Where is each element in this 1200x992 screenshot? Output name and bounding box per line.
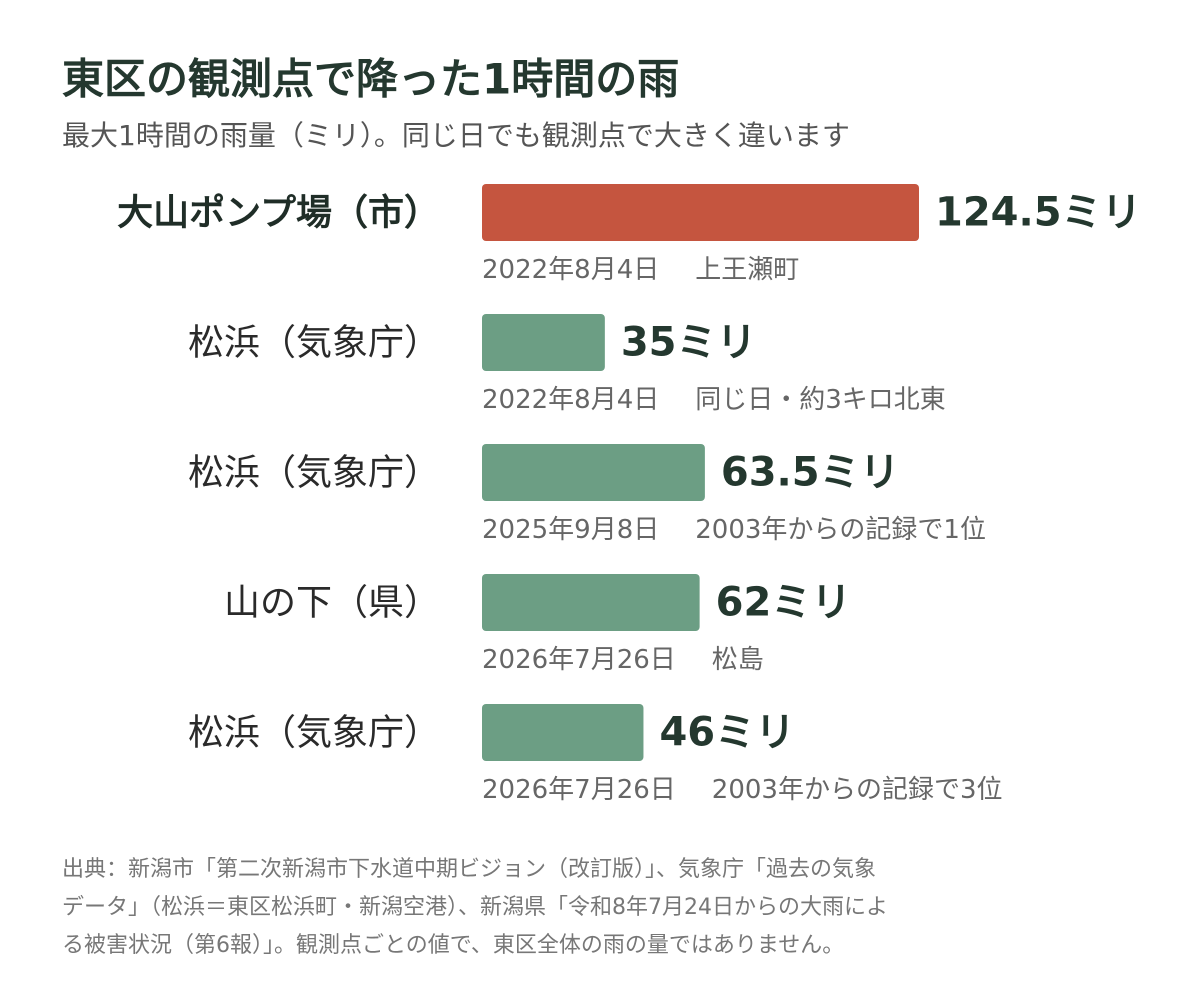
category-label: 大山ポンプ場（市） bbox=[117, 192, 440, 234]
note-text: 上王瀬町 bbox=[695, 255, 799, 285]
chart-subtitle: 最大1時間の雨量（ミリ）。同じ日でも観測点で大きく違います bbox=[62, 119, 850, 152]
note-date: 2025年9月8日 bbox=[482, 515, 659, 545]
chart-title: 東区の観測点で降った1時間の雨 bbox=[62, 55, 679, 104]
bar-note: 2026年7月26日 2003年からの記録で3位 bbox=[482, 775, 1003, 805]
bar-note: 2022年8月4日 上王瀬町 bbox=[482, 255, 799, 285]
bar-note: 2025年9月8日 2003年からの記録で1位 bbox=[482, 515, 986, 545]
value-label: 46ミリ bbox=[659, 710, 795, 756]
note-text: 2003年からの記録で3位 bbox=[712, 775, 1003, 805]
value-label: 35ミリ bbox=[621, 320, 757, 366]
note-date: 2022年8月4日 bbox=[482, 255, 659, 285]
note-text: 2003年からの記録で1位 bbox=[695, 515, 986, 545]
bar bbox=[482, 574, 700, 631]
value-label: 62ミリ bbox=[716, 580, 852, 626]
note-date: 2026年7月26日 bbox=[482, 645, 676, 675]
category-label: 松浜（気象庁） bbox=[188, 453, 440, 494]
bar-note: 2022年8月4日 同じ日・約3キロ北東 bbox=[482, 385, 946, 415]
bar bbox=[482, 704, 644, 761]
bar-note: 2026年7月26日 松島 bbox=[482, 645, 764, 675]
category-label: 山の下（県） bbox=[224, 583, 440, 624]
value-label: 124.5ミリ bbox=[935, 190, 1142, 236]
bar bbox=[482, 314, 605, 371]
bar bbox=[482, 184, 919, 241]
category-label: 松浜（気象庁） bbox=[188, 323, 440, 364]
note-date: 2026年7月26日 bbox=[482, 775, 676, 805]
note-text: 松島 bbox=[712, 645, 764, 675]
footnote: 出典：新潟市「第二次新潟市下水道中期ビジョン（改訂版）」、気象庁「過去の気象 bbox=[62, 857, 876, 882]
footnote: データ」（松浜＝東区松浜町・新潟空港）、新潟県「令和8年7月24日からの大雨によ bbox=[62, 895, 888, 920]
category-label: 松浜（気象庁） bbox=[188, 713, 440, 754]
note-date: 2022年8月4日 bbox=[482, 385, 659, 415]
bar bbox=[482, 444, 705, 501]
note-text: 同じ日・約3キロ北東 bbox=[695, 385, 946, 415]
footnote: る被害状況（第6報）」。観測点ごとの値で、東区全体の雨の量ではありません。 bbox=[62, 933, 844, 958]
value-label: 63.5ミリ bbox=[721, 450, 900, 496]
